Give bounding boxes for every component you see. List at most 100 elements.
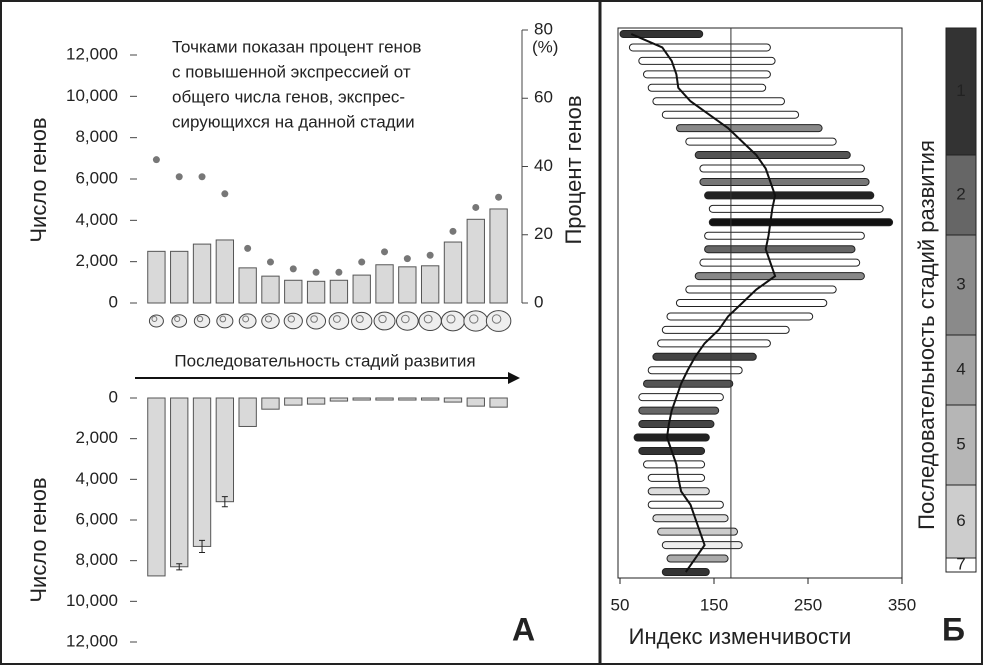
embryo-icon	[351, 311, 373, 331]
bar	[420, 397, 440, 401]
bar	[443, 241, 463, 304]
range-bar	[633, 433, 710, 442]
y-axis-label: Последовательность стадий развития	[914, 140, 939, 530]
bar	[398, 397, 417, 401]
bar	[170, 250, 189, 304]
stage-segment	[945, 154, 977, 236]
embryo-detail	[287, 315, 295, 323]
bar	[215, 397, 235, 503]
embryo-detail	[355, 314, 364, 324]
y-tick-label: 0	[109, 387, 118, 406]
percent-dot	[449, 227, 457, 235]
bar	[261, 397, 280, 410]
range-bar	[657, 527, 738, 536]
bar	[306, 397, 326, 405]
range-bar	[652, 514, 729, 523]
percent-dot	[335, 268, 343, 276]
range-bar	[647, 487, 710, 496]
bar	[238, 267, 257, 304]
stage-label: 2	[956, 184, 965, 203]
y-tick-label: 12,000	[66, 44, 118, 63]
embryo-detail	[332, 315, 341, 323]
x-tick-label: 350	[888, 595, 916, 614]
bar	[192, 243, 212, 304]
percent-dot	[266, 258, 274, 266]
percent-dot	[244, 244, 252, 252]
percent-dot	[381, 248, 389, 256]
bar	[170, 397, 189, 568]
y-tick-label: 6,000	[75, 168, 118, 187]
range-bar	[652, 97, 786, 106]
y-tick-label: 8,000	[75, 127, 118, 146]
y2-tick-label: 60	[534, 88, 553, 107]
panel-label: Б	[942, 611, 965, 647]
error-bar	[199, 539, 206, 554]
range-bar	[643, 70, 771, 79]
error-bar	[221, 496, 228, 508]
stage-label: 6	[956, 511, 965, 530]
y-tick-label: 0	[109, 292, 118, 311]
annotation: общего числа генов, экспрес-	[172, 87, 405, 106]
embryo-detail	[401, 314, 410, 324]
percent-dot	[152, 156, 160, 164]
bar	[375, 264, 394, 304]
percent-dot	[175, 173, 183, 181]
bar	[284, 279, 303, 304]
range-bar	[647, 366, 743, 375]
percent-dot	[426, 251, 434, 259]
y-tick-label: 12,000	[66, 631, 118, 650]
y-axis-label: Число генов	[26, 477, 51, 602]
range-bar	[638, 420, 715, 429]
y2-tick-label: 40	[534, 156, 553, 175]
bar	[352, 397, 371, 401]
y2-tick-label: 80	[534, 19, 553, 38]
range-bar	[699, 177, 870, 186]
embryo-detail	[491, 314, 502, 324]
range-bar	[643, 379, 734, 388]
bar	[147, 397, 166, 577]
range-bar	[643, 460, 706, 469]
x-axis-label: Индекс изменчивости	[629, 624, 852, 649]
percent-dot	[472, 203, 480, 211]
range-bar	[699, 164, 865, 173]
stage-arrow-label: Последовательность стадий развития	[174, 351, 475, 370]
stage-arrow-head	[508, 372, 520, 384]
embryo-icon	[373, 311, 396, 331]
range-bar	[694, 272, 865, 281]
embryo-detail	[469, 314, 479, 324]
bar	[329, 397, 349, 402]
stage-segment	[945, 334, 977, 406]
range-bar	[704, 245, 856, 254]
range-bar	[675, 299, 828, 307]
embryo-detail	[196, 315, 204, 323]
range-bar	[638, 393, 724, 402]
bar	[192, 397, 212, 547]
y2-unit: (%)	[532, 37, 558, 56]
stage-label: 7	[956, 554, 965, 573]
bar	[329, 279, 349, 304]
y2-axis-label: Процент генов	[561, 95, 586, 244]
range-bar	[638, 406, 720, 415]
bar	[489, 208, 508, 304]
bar	[375, 397, 394, 401]
percent-dot	[312, 268, 320, 276]
range-bar	[647, 83, 767, 92]
range-bar	[661, 325, 790, 334]
x-tick-label: 250	[794, 595, 822, 614]
embryo-icon	[485, 310, 512, 332]
y-axis-label: Число генов	[26, 117, 51, 242]
embryo-detail	[310, 315, 318, 323]
bar	[420, 265, 440, 304]
range-bar	[708, 204, 884, 213]
embryo-icon	[418, 310, 442, 332]
y-tick-label: 4,000	[75, 469, 118, 488]
annotation: с повышенной экспрессией от	[172, 62, 411, 81]
range-bar	[699, 258, 861, 267]
range-bar	[704, 191, 875, 200]
y-tick-label: 10,000	[66, 86, 118, 105]
range-bar	[657, 339, 771, 348]
x-tick-label: 150	[700, 595, 728, 614]
stage-segment	[945, 557, 977, 573]
range-bar	[694, 151, 851, 160]
